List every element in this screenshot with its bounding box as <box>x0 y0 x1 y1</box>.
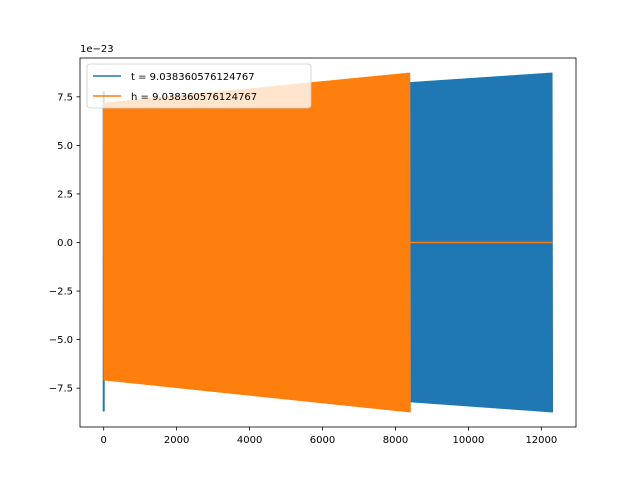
x-axis: 0 2000 4000 6000 8000 10000 12000 <box>101 427 557 446</box>
y-tick-label: 7.5 <box>57 92 73 103</box>
x-tick-label: 12000 <box>525 435 557 446</box>
legend-label-h: h = 9.038360576124767 <box>131 92 257 103</box>
legend-box <box>86 63 312 109</box>
x-tick-label: 0 <box>101 435 107 446</box>
x-tick-label: 4000 <box>237 435 262 446</box>
y-tick-label: −7.5 <box>49 384 73 395</box>
plot-area <box>102 72 554 413</box>
y-tick-label: −5.0 <box>49 335 73 346</box>
y-tick-label: 0.0 <box>57 238 73 249</box>
y-tick-label: 5.0 <box>57 141 73 152</box>
y-tick-label: 2.5 <box>57 189 73 200</box>
series-h <box>102 72 553 413</box>
x-tick-label: 8000 <box>383 435 408 446</box>
series-line-h <box>102 72 411 413</box>
x-tick-label: 2000 <box>164 435 189 446</box>
y-tick-label: −2.5 <box>49 287 73 298</box>
x-tick-label: 10000 <box>453 435 485 446</box>
legend: t = 9.038360576124767 h = 9.038360576124… <box>86 63 312 109</box>
legend-label-t: t = 9.038360576124767 <box>131 72 255 83</box>
y-offset-label: 1e−23 <box>80 44 114 55</box>
x-tick-label: 6000 <box>310 435 335 446</box>
y-axis: −7.5 −5.0 −2.5 0.0 2.5 5.0 7.5 <box>49 92 80 395</box>
